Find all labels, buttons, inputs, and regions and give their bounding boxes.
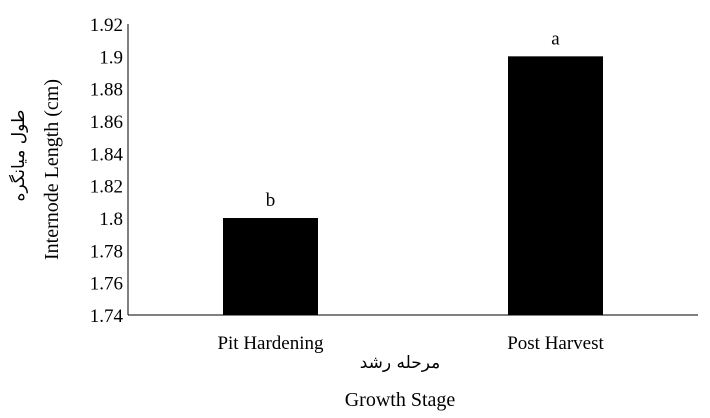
significance-letters: ba xyxy=(266,28,561,211)
x-axis-categories: Pit Hardening Post Harvest xyxy=(217,333,604,354)
y-tick-label: 1.84 xyxy=(90,144,124,165)
y-tick-label: 1.86 xyxy=(90,112,123,133)
bar xyxy=(508,56,603,315)
y-axis-title-persian: طول میانگره xyxy=(8,110,29,202)
bar-significance-letter: b xyxy=(266,190,276,211)
y-axis-title: Internode Length (cm) xyxy=(41,79,63,260)
y-tick-label: 1.82 xyxy=(90,177,123,198)
x-axis-title-persian: مرحله رشد xyxy=(360,353,441,373)
bar-significance-letter: a xyxy=(551,28,560,49)
y-tick-label: 1.88 xyxy=(90,80,123,101)
y-axis-ticks: 1.74 1.76 1.78 1.8 1.82 1.84 1.86 1.88 1.9 1.92 xyxy=(90,15,124,327)
bar xyxy=(223,218,318,315)
x-category-label: Post Harvest xyxy=(507,333,604,354)
x-axis-title: Growth Stage xyxy=(345,389,456,411)
x-category-label: Pit Hardening xyxy=(217,333,324,354)
y-tick-label: 1.74 xyxy=(90,306,124,327)
y-tick-label: 1.76 xyxy=(90,274,123,295)
y-tick-label: 1.92 xyxy=(90,15,123,36)
y-tick-label: 1.9 xyxy=(99,47,123,68)
bars xyxy=(223,56,603,315)
y-tick-label: 1.78 xyxy=(90,241,123,262)
y-tick-label: 1.8 xyxy=(99,209,123,230)
